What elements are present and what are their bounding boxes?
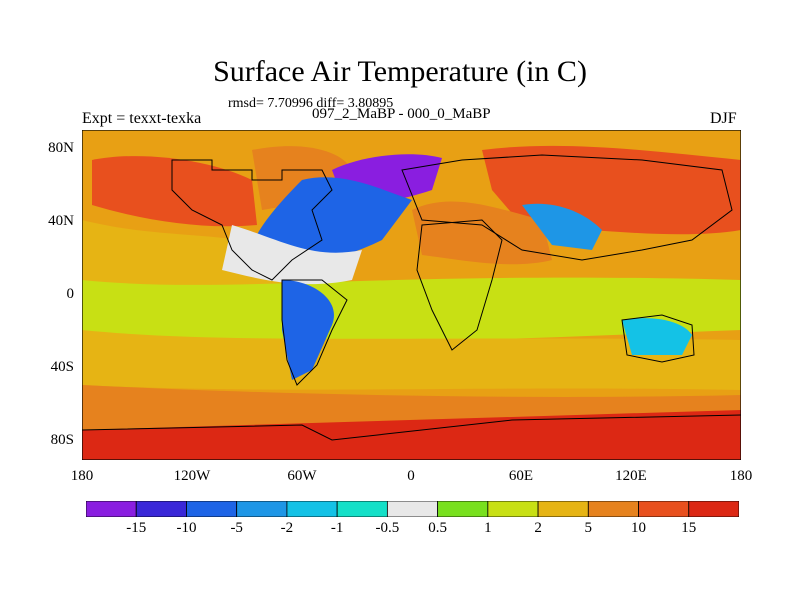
colorbar-label: -0.5 [375, 520, 400, 536]
colorbar-swatch [437, 501, 489, 517]
south-america-outline [281, 279, 348, 386]
colorbar-swatch [487, 501, 539, 517]
australia-outline [621, 314, 695, 363]
southern-band [82, 330, 741, 390]
colorbar-label: -5 [230, 520, 243, 536]
experiment-label: Expt = texxt-texka [82, 110, 202, 127]
temperature-map [82, 130, 741, 460]
x-tick-label: 180 [70, 468, 94, 484]
colorbar-label: -10 [176, 520, 197, 536]
colorbar-label: 5 [584, 520, 593, 536]
y-tick-label: 80S [50, 432, 74, 448]
colorbar-swatch [236, 501, 288, 517]
colorbar-swatch [86, 501, 137, 517]
australia-cool [622, 318, 692, 355]
colorbar-label: -1 [330, 520, 344, 536]
colorbar-swatch [688, 501, 739, 517]
colorbar-label: 0.5 [428, 520, 447, 536]
colorbar-swatch [286, 501, 338, 517]
colorbar-label: 10 [631, 520, 647, 536]
x-tick-label: 120W [173, 468, 211, 484]
colorbar-swatch [135, 501, 187, 517]
y-tick-label: 40N [48, 213, 74, 229]
y-tick-label: 80N [48, 140, 74, 156]
colorbar-swatch [587, 501, 639, 517]
colorbar-swatch [186, 501, 238, 517]
plot-title: Surface Air Temperature (in C) [213, 55, 587, 88]
colorbar-swatch [537, 501, 589, 517]
equatorial-band [82, 277, 741, 343]
x-tick-label: 0 [407, 468, 415, 484]
colorbar-swatch [336, 501, 388, 517]
x-tick-label: 60E [508, 468, 534, 484]
neutral-zone [222, 225, 362, 285]
y-tick-label: 0 [66, 286, 75, 302]
x-tick-label: 180 [729, 468, 753, 484]
asia-cool-patch [522, 203, 602, 250]
north-pacific-warm [92, 156, 257, 227]
colorbar-label: 15 [681, 520, 697, 536]
africa-outline [416, 219, 503, 351]
y-tick-label: 40S [50, 359, 74, 375]
eurasia-mid [412, 201, 552, 265]
colorbar-swatch [638, 501, 690, 517]
north-america-outline [171, 159, 333, 281]
antarctic-zone [82, 410, 741, 460]
colorbar-label: -2 [280, 520, 294, 536]
colorbar-label: 1 [484, 520, 492, 536]
x-tick-label: 120E [615, 468, 647, 484]
season-label: DJF [710, 110, 737, 127]
colorbar-swatch [386, 501, 439, 517]
eurasia-outline [401, 154, 733, 261]
colorbar [86, 501, 739, 517]
stats-label: rmsd= 7.70996 diff= 3.80895 [228, 96, 394, 111]
difference-label: 097_2_MaBP - 000_0_MaBP [312, 106, 491, 122]
antarctica-outline [82, 414, 741, 441]
x-tick-label: 60W [287, 468, 317, 484]
colorbar-label: -15 [126, 520, 147, 536]
south-america-cold [282, 280, 334, 380]
colorbar-label: 2 [534, 520, 542, 536]
